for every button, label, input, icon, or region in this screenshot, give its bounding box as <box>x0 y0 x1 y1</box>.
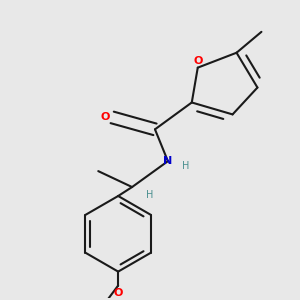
Text: N: N <box>163 156 172 166</box>
Text: O: O <box>193 56 203 66</box>
Text: O: O <box>101 112 110 122</box>
Text: O: O <box>113 287 123 298</box>
Text: H: H <box>146 190 154 200</box>
Text: H: H <box>182 161 190 171</box>
